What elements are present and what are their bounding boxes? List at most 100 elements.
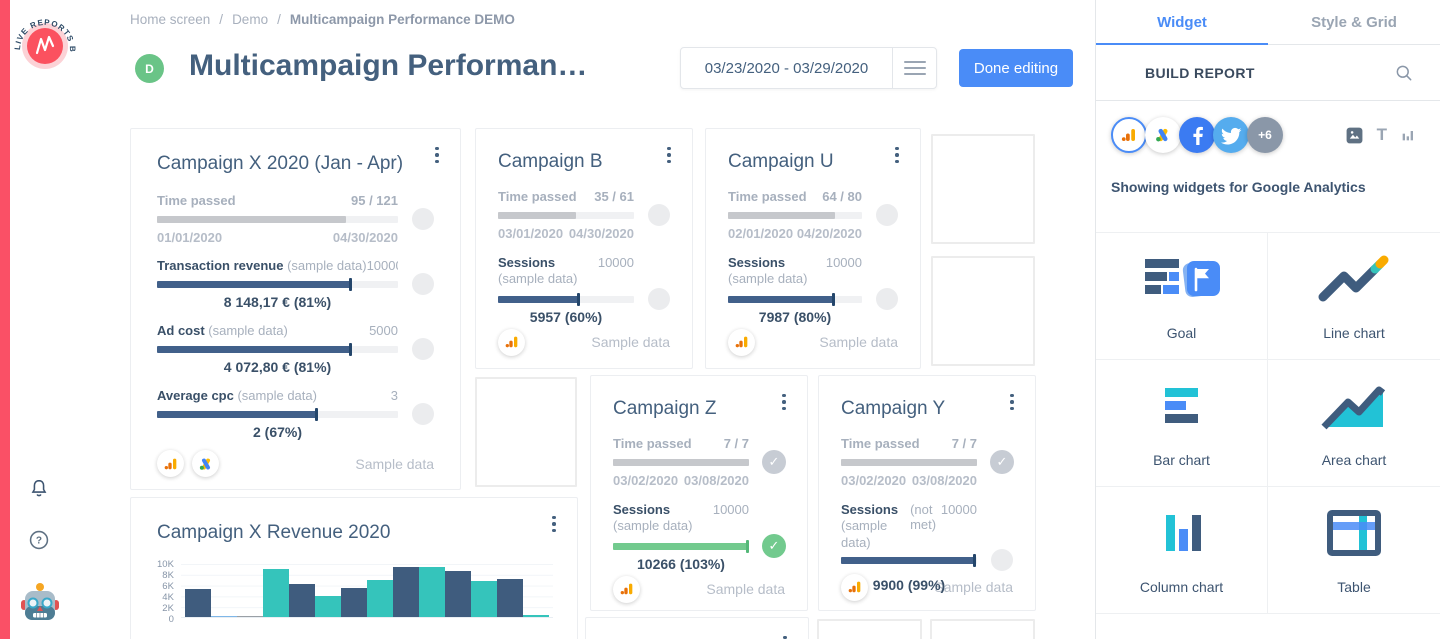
breadcrumb-separator: / [219,12,224,27]
metric-target: 5000 [369,323,398,338]
source-more-badge[interactable]: +6 [1247,117,1283,153]
card-title: Campaign U [728,151,834,172]
done-editing-button[interactable]: Done editing [959,49,1073,87]
widget-type-area-chart[interactable]: Area chart [1268,360,1440,487]
metric-progress-track [157,408,398,421]
column-chart-icon [1165,515,1201,551]
time-progress-track [841,459,977,466]
end-date: 04/30/2020 [568,226,634,241]
metric-progress-track [613,539,749,553]
date-menu-hamburger-icon[interactable] [892,48,936,88]
sample-data-label: Sample data [934,579,1013,596]
empty-widget-slot[interactable] [817,619,922,639]
card-menu-kebab-icon[interactable] [888,145,906,165]
metric-result: 2 (67%) [252,424,303,440]
breadcrumb-demo[interactable]: Demo [232,12,269,27]
image-widget-icon[interactable] [1345,126,1364,145]
svg-text:?: ? [36,536,42,547]
widget-type-bar-chart[interactable]: Bar chart [1096,360,1268,487]
empty-widget-slot[interactable] [931,134,1035,244]
widget-card-campaign-u[interactable]: Campaign U Time passed 64 / 80 02/01/202… [705,128,921,369]
source-facebook-icon[interactable] [1179,117,1215,153]
notifications-bell-icon[interactable] [28,477,50,499]
metric-progress-fill [498,292,580,306]
widget-type-column-chart[interactable]: Column chart [1096,487,1268,614]
active-tab-underline [1096,43,1268,45]
search-icon[interactable] [1394,63,1414,83]
widget-card-partial[interactable] [585,617,809,639]
card-menu-kebab-icon[interactable] [428,145,446,165]
goal-handle[interactable] [876,204,898,226]
widget-type-label: Bar chart [1153,452,1210,468]
card-menu-kebab-icon[interactable] [775,392,793,412]
build-report-heading: BUILD REPORT [1145,64,1255,81]
bar [340,587,367,617]
card-menu-kebab-icon[interactable] [545,514,563,534]
bar-group [184,564,237,617]
date-range-control: 03/23/2020 - 03/29/2020 [680,47,937,89]
text-widget-icon[interactable]: T [1376,125,1387,144]
goal-handle[interactable] [412,273,434,295]
metric-note: (sample data) [287,258,367,273]
source-google-ads-icon[interactable] [1145,117,1181,153]
metric-note: (sample data) [728,271,808,287]
card-menu-kebab-icon[interactable] [660,145,678,165]
breadcrumb-home[interactable]: Home screen [130,12,211,27]
chart-widget-icon[interactable] [1400,127,1416,143]
time-complete-check-icon: ✓ [990,450,1014,474]
widget-card-campaign-y[interactable]: Campaign Y Time passed 7 / 7 ✓ 03/02/202… [818,375,1036,611]
source-twitter-icon[interactable] [1213,117,1249,153]
sidebar-tabs: Widget Style & Grid [1096,0,1440,45]
time-complete-check-icon: ✓ [762,450,786,474]
goal-handle[interactable] [412,403,434,425]
time-passed-label: Time passed [613,436,692,451]
empty-widget-slot[interactable] [930,619,1035,639]
time-progress-track [613,459,749,466]
goal-handle[interactable] [648,287,670,310]
card-menu-kebab-icon[interactable] [1003,392,1021,412]
bar [236,615,263,617]
widget-card-campaign-x[interactable]: Campaign X 2020 (Jan - Apr) Time passed … [130,128,461,490]
widget-type-table[interactable]: Table [1268,487,1440,614]
bar [522,614,549,617]
bar [418,566,445,617]
bar [314,596,341,617]
help-icon[interactable]: ? [28,529,50,551]
google-analytics-icon [841,573,868,601]
date-range-value[interactable]: 03/23/2020 - 03/29/2020 [704,59,869,77]
goal-handle[interactable] [412,208,434,230]
source-google-analytics-icon[interactable] [1111,117,1147,153]
page-title[interactable]: Multicampaign Performan… [189,49,588,82]
google-analytics-icon [613,575,640,603]
widget-card-revenue-chart[interactable]: Campaign X Revenue 2020 10K 8K 6K 4K 2K 0 [130,497,578,639]
bar [288,583,315,617]
goal-handle[interactable] [648,204,670,226]
card-menu-kebab-icon[interactable] [776,634,794,639]
time-passed-label: Time passed [498,189,577,204]
tab-style-grid[interactable]: Style & Grid [1311,13,1397,31]
empty-widget-slot[interactable] [931,256,1035,366]
source-filter-row: +6 T [1096,101,1440,153]
metric-progress-track [728,292,862,306]
time-passed-label: Time passed [728,189,807,204]
goal-handle[interactable] [412,338,434,360]
widget-card-campaign-b[interactable]: Campaign B Time passed 35 / 61 03/01/202… [475,128,693,369]
chatbot-robot-icon[interactable] [20,582,60,624]
breadcrumb: Home screen / Demo / Multicampaign Perfo… [130,12,515,27]
time-progress-fill [498,212,577,219]
app-logo[interactable]: LIVE REPORTS BETA [12,8,78,74]
card-title: Campaign X Revenue 2020 [157,522,391,543]
widget-type-line-chart[interactable]: Line chart [1268,233,1440,360]
widget-type-goal[interactable]: Goal [1096,233,1268,360]
widget-card-campaign-z[interactable]: Campaign Z Time passed 7 / 7 ✓ 03/02/202… [590,375,808,611]
start-date: 01/01/2020 [157,230,223,245]
bar [470,580,497,617]
table-icon [1327,510,1381,556]
start-date: 03/02/2020 [841,473,907,488]
bar-group [392,564,445,617]
empty-widget-slot[interactable] [475,377,577,487]
y-axis-tick: 10K [157,559,174,570]
tab-widget[interactable]: Widget [1157,13,1207,31]
goal-handle[interactable] [991,548,1013,571]
goal-handle[interactable] [876,287,898,310]
